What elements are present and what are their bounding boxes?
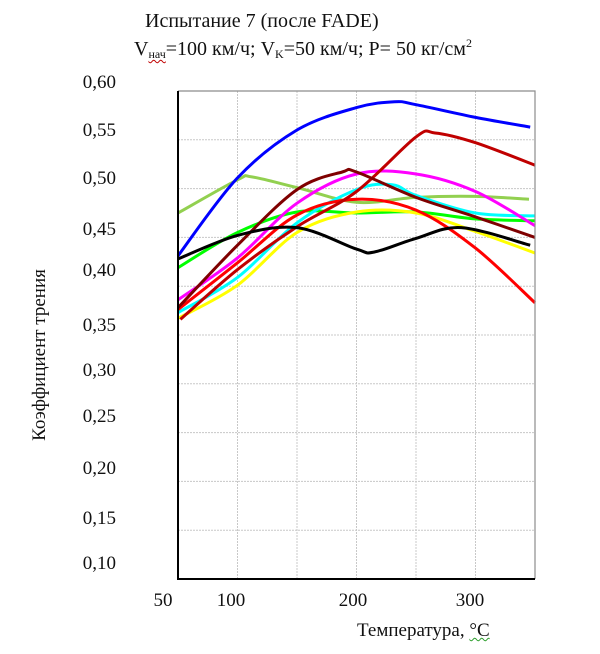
series-line-maroon [176,167,536,309]
chart-title-line2: Vнач=100 км/ч; VK=50 км/ч; P= 50 кг/см2 [134,36,472,62]
v-k-subscript: K [275,47,284,61]
series-line-blue [176,100,531,257]
series-line-cyan [177,182,536,314]
y-tick-label: 0,45 [82,219,116,240]
x-tick-label: 100 [216,590,246,611]
y-tick-label: 0,40 [82,260,116,281]
y-axis-title: Коэффициент трения [29,269,50,441]
unit-superscript: 2 [465,36,472,50]
series-line-dark-red [179,129,536,321]
x-tick-label: 50 [153,590,173,611]
y-tick-label: 0,55 [82,120,116,141]
v-nach-value: =100 км/ч; [165,38,261,60]
y-tick-label: 0,60 [82,72,116,93]
grid-lines [178,91,535,579]
x-tick-label: 300 [455,590,485,611]
x-tick-label: 200 [338,590,368,611]
v-k-value: =50 км/ч; P= 50 кг/см [283,38,466,60]
x-axis-title-unit: °C [469,620,490,641]
chart-title-line1: Испытание 7 (после FADE) [145,10,379,32]
x-axis-title-text: Температура, [357,620,470,641]
y-tick-label: 0,10 [82,553,116,574]
series-line-magenta [177,169,536,302]
y-tick-label: 0,30 [82,360,116,381]
series-line-yellow [177,208,536,320]
plot-axes [177,91,535,580]
y-tick-label: 0,25 [82,406,116,427]
v-nach-subscript: нач [148,47,166,61]
series-line-red [177,197,537,311]
plot-frame-top-right [178,90,536,579]
x-axis-title: Температура, °C [357,620,490,642]
v-nach-symbol: V [134,38,149,60]
series-lines [176,100,537,321]
y-tick-label: 0,15 [82,508,116,529]
v-k-symbol: V [260,38,276,60]
y-tick-label: 0,50 [82,168,116,189]
series-line-black [177,225,531,261]
y-tick-label: 0,20 [82,458,116,479]
y-tick-label: 0,35 [82,315,116,336]
